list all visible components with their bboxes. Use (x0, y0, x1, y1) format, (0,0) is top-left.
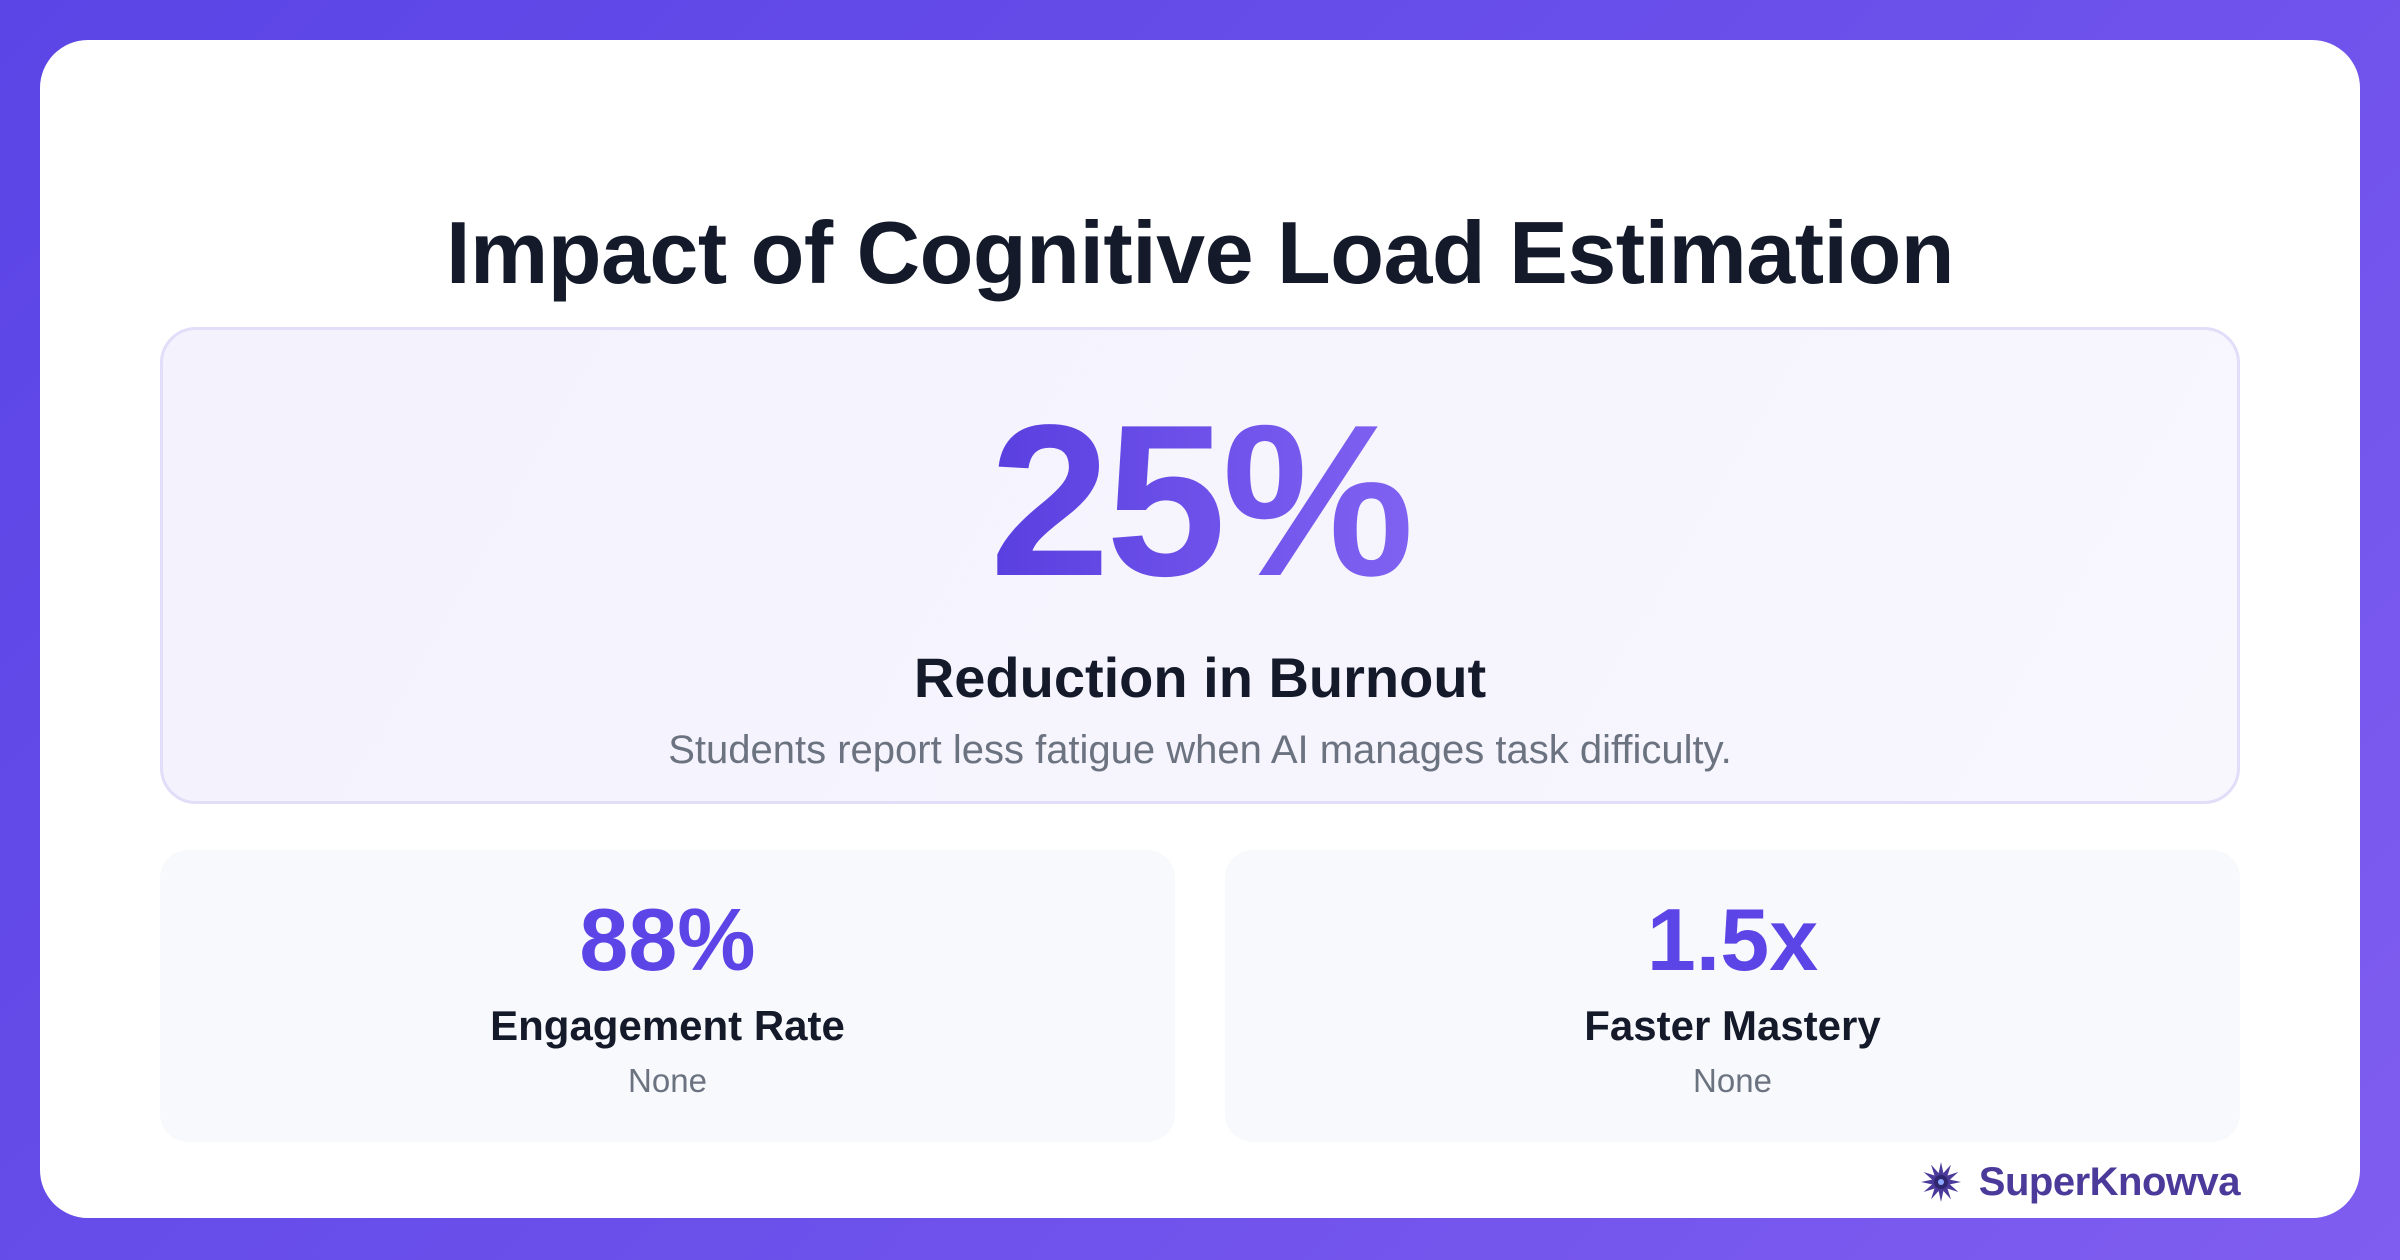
hero-stat-label: Reduction in Burnout (913, 646, 1487, 709)
hero-stat-panel: 25% Reduction in Burnout Students report… (160, 327, 2240, 804)
stat-label: Engagement Rate (490, 1002, 845, 1049)
page-title: Impact of Cognitive Load Estimation (446, 203, 1954, 302)
stat-value: 88% (579, 890, 756, 989)
stat-card-mastery: 1.5x Faster Mastery None (1225, 850, 2240, 1142)
hero-stat-value-text: 25% (989, 379, 1414, 621)
hero-stat-description: Students report less fatigue when AI man… (668, 728, 1732, 772)
content-card: Impact of Cognitive Load Estimation 25% … (40, 40, 2360, 1218)
hero-stat-value: 25% (163, 390, 2237, 610)
brand-name: SuperKnowva (1978, 1160, 2241, 1204)
stat-value: 1.5x (1646, 890, 1819, 989)
stat-description: None (628, 1062, 707, 1099)
stat-card-engagement: 88% Engagement Rate None (160, 850, 1175, 1142)
stat-description: None (1693, 1062, 1772, 1099)
starburst-logo-icon (1920, 1162, 1961, 1202)
brand-logo: SuperKnowva (1919, 1152, 2241, 1212)
stat-label: Faster Mastery (1584, 1002, 1881, 1049)
